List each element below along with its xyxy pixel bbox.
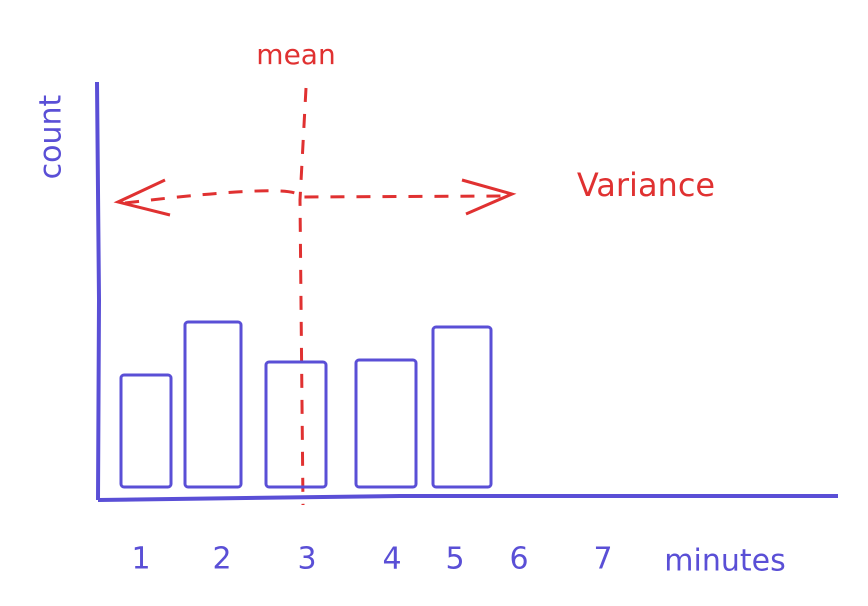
mean-label: mean	[256, 38, 335, 71]
x-tick-label: 1	[131, 542, 150, 577]
mean-line	[298, 87, 308, 506]
bar	[354, 358, 418, 489]
x-tick-label: 5	[445, 542, 464, 577]
x-tick-label: 7	[593, 542, 612, 577]
bar	[119, 373, 173, 489]
x-axis-label: minutes	[664, 544, 785, 579]
variance-arrowhead	[113, 178, 171, 217]
variance-arrowhead	[461, 178, 517, 216]
x-tick-label: 6	[509, 542, 528, 577]
bar	[264, 360, 328, 489]
x-tick-label: 2	[212, 542, 231, 577]
variance-arrow	[124, 189, 513, 205]
x-tick-label: 4	[382, 542, 401, 577]
bar	[431, 325, 493, 489]
y-axis-label: count	[34, 94, 69, 179]
bar	[183, 320, 243, 489]
x-axis	[97, 494, 838, 502]
y-axis	[95, 81, 102, 501]
variance-label: Variance	[577, 166, 715, 204]
x-tick-label: 3	[297, 542, 316, 577]
